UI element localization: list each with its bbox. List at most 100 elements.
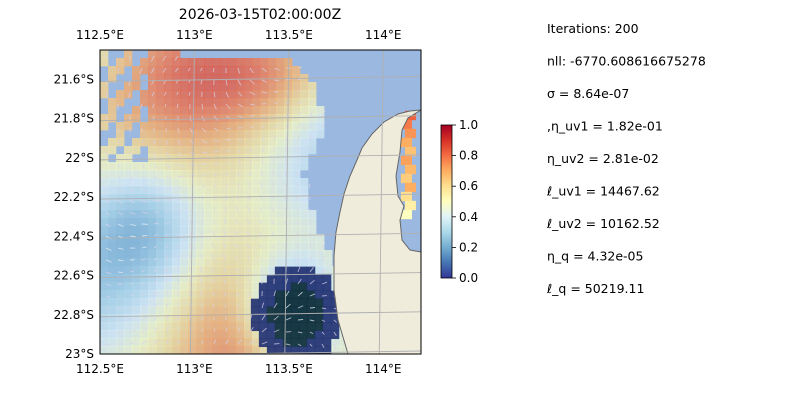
current-vector (271, 194, 275, 201)
heatmap-cell (196, 290, 205, 299)
heatmap-cell (172, 138, 181, 147)
heatmap-cell (124, 290, 133, 299)
current-vector (141, 163, 145, 169)
current-vector (153, 233, 159, 237)
heatmap-cell (108, 266, 117, 275)
heatmap-cell (314, 298, 324, 308)
heatmap-cell (164, 66, 173, 75)
current-vector (249, 137, 253, 141)
heatmap-cell (236, 290, 245, 299)
heatmap-cell (308, 106, 317, 115)
heatmap-cell (212, 82, 221, 91)
current-vector (261, 327, 267, 333)
heatmap-cell (284, 226, 293, 235)
heatmap-cell (298, 346, 308, 354)
heatmap-cell (196, 138, 205, 147)
current-vector (234, 230, 239, 237)
heatmap-cell (140, 162, 149, 171)
heatmap-cell (236, 306, 245, 315)
heatmap-cell (252, 66, 261, 75)
heatmap-cell (268, 170, 277, 179)
heatmap-cell (196, 258, 205, 267)
heatmap-cell (172, 74, 181, 83)
current-vector (297, 111, 302, 117)
current-vector (105, 247, 112, 251)
heatmap-cell (228, 122, 237, 131)
heatmap-cell (258, 338, 268, 348)
heatmap-cell (244, 306, 253, 315)
heatmap-cell (116, 202, 125, 211)
heatmap-cell (276, 162, 285, 171)
heatmap-cell (298, 306, 308, 316)
heatmap-cell (164, 122, 173, 131)
heatmap-cell (148, 338, 157, 347)
heatmap-cell (100, 186, 109, 195)
heatmap-cell (180, 162, 189, 171)
heatmap-cell (300, 186, 309, 195)
heatmap-cell (274, 266, 284, 276)
current-vector (129, 199, 135, 204)
heatmap-cell (164, 242, 173, 251)
heatmap-cell (284, 162, 293, 171)
gridline-lat (100, 193, 421, 200)
heatmap-cell (156, 202, 165, 211)
current-vector (200, 303, 203, 309)
heatmap-cell (236, 98, 245, 107)
current-vector (117, 139, 120, 145)
heatmap-cell (284, 186, 293, 195)
heatmap-cell (212, 274, 221, 283)
current-vector (201, 151, 208, 154)
heatmap-cell (220, 74, 229, 83)
heatmap-cell (244, 330, 253, 339)
heatmap-cell (244, 338, 253, 347)
current-vector (273, 329, 280, 333)
heatmap-cell (140, 330, 149, 339)
heatmap-cell (180, 306, 189, 315)
current-vector (297, 291, 303, 297)
heatmap-cell (220, 130, 229, 139)
current-vector (223, 279, 227, 285)
heatmap-cell (180, 218, 189, 227)
heatmap-cell (228, 138, 237, 147)
current-vector (175, 67, 179, 73)
heatmap-cell (164, 170, 173, 179)
heatmap-cell (236, 218, 245, 227)
current-vector (105, 151, 109, 157)
heatmap-cell (212, 250, 221, 259)
heatmap-cell (116, 130, 125, 139)
heatmap-cell (276, 130, 285, 139)
current-vector (141, 293, 147, 297)
land-polygon (333, 109, 421, 354)
current-vector (153, 291, 158, 297)
heatmap-cell (100, 274, 109, 283)
heatmap-cell (268, 90, 277, 99)
heatmap-cell (300, 210, 309, 219)
current-vector (234, 255, 239, 261)
heatmap-cell (252, 226, 261, 235)
current-vector (273, 146, 276, 153)
heatmap-cell (132, 330, 141, 339)
heatmap-cell (268, 74, 277, 83)
heatmap-cell (108, 186, 117, 195)
heatmap-cell (180, 170, 189, 179)
current-vector (249, 79, 255, 85)
heatmap-cell (180, 82, 189, 91)
heatmap-cell (220, 322, 229, 331)
heatmap-cell (244, 322, 253, 331)
heatmap-cell (404, 200, 416, 211)
current-vector (225, 79, 228, 86)
heatmap-cell (196, 218, 205, 227)
graticule (100, 50, 421, 354)
current-vector (261, 302, 265, 309)
heatmap-cell (148, 114, 157, 123)
heatmap-cell (164, 138, 173, 147)
heatmap-cell (148, 154, 157, 163)
heatmap-cell (314, 274, 324, 284)
heatmap-cell (196, 74, 205, 83)
current-vector (297, 134, 300, 141)
heatmap-cell (276, 242, 285, 251)
heatmap-cell (156, 154, 165, 163)
colorbar-tick-label: 0.8 (459, 149, 478, 163)
current-vector (237, 149, 241, 153)
